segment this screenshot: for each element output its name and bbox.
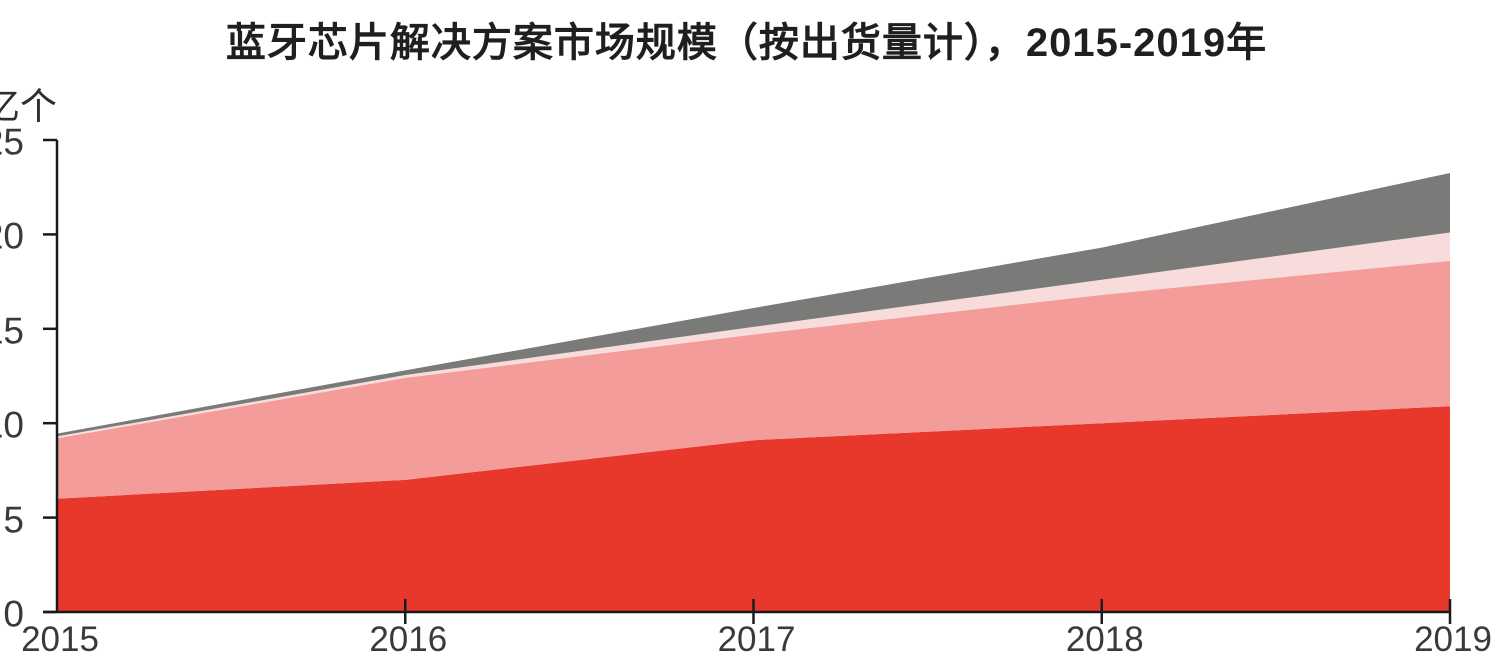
y-tick-label: 25 — [0, 121, 24, 163]
x-tick-label: 2017 — [717, 620, 796, 659]
x-tick-label: 2016 — [369, 620, 448, 659]
area-series-3-light-pink — [57, 232, 1450, 439]
y-tick-label: 10 — [0, 404, 24, 446]
x-tick-label: 2019 — [1414, 620, 1492, 659]
y-tick-label: 0 — [3, 593, 24, 635]
x-tick-label: 2015 — [21, 620, 99, 659]
y-axis-unit-label: 亿个 — [0, 86, 57, 127]
area-series-4-gray-top — [57, 173, 1450, 437]
x-tick-label: 2018 — [1065, 620, 1144, 659]
area-series-1-red-bottom — [57, 406, 1450, 612]
y-tick-label: 15 — [0, 310, 24, 352]
y-tick-label: 5 — [3, 499, 24, 541]
chart-title: 蓝牙芯片解决方案市场规模（按出货量计），2015-2019年 — [225, 21, 1268, 65]
area-series-2-pink — [57, 260, 1450, 499]
y-tick-label: 20 — [0, 215, 24, 257]
